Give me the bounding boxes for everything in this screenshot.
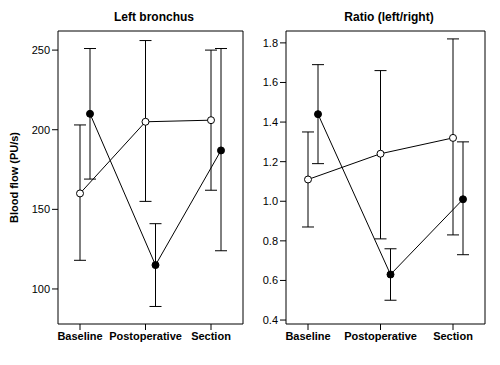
svg-text:100: 100 (32, 283, 50, 295)
svg-text:1.6: 1.6 (263, 76, 278, 88)
svg-text:Blood flow (PU/s): Blood flow (PU/s) (8, 132, 20, 223)
svg-text:200: 200 (32, 124, 50, 136)
svg-text:0.6: 0.6 (263, 274, 278, 286)
svg-text:1.2: 1.2 (263, 156, 278, 168)
svg-text:Postoperative: Postoperative (109, 330, 182, 342)
svg-text:Baseline: Baseline (285, 330, 330, 342)
svg-text:Postoperative: Postoperative (344, 330, 417, 342)
svg-text:1.8: 1.8 (263, 37, 278, 49)
html-text:Ratio (left/right): Ratio (left/right) (344, 10, 434, 24)
svg-text:1.0: 1.0 (263, 195, 278, 207)
svg-text:0.8: 0.8 (263, 235, 278, 247)
svg-text:Section: Section (191, 330, 231, 342)
svg-text:0.4: 0.4 (263, 314, 278, 326)
html-text:Left bronchus: Left bronchus (114, 10, 194, 24)
svg-text:Section: Section (433, 330, 473, 342)
svg-text:Baseline: Baseline (57, 330, 102, 342)
svg-text:150: 150 (32, 203, 50, 215)
svg-text:1.4: 1.4 (263, 116, 278, 128)
svg-text:250: 250 (32, 44, 50, 56)
